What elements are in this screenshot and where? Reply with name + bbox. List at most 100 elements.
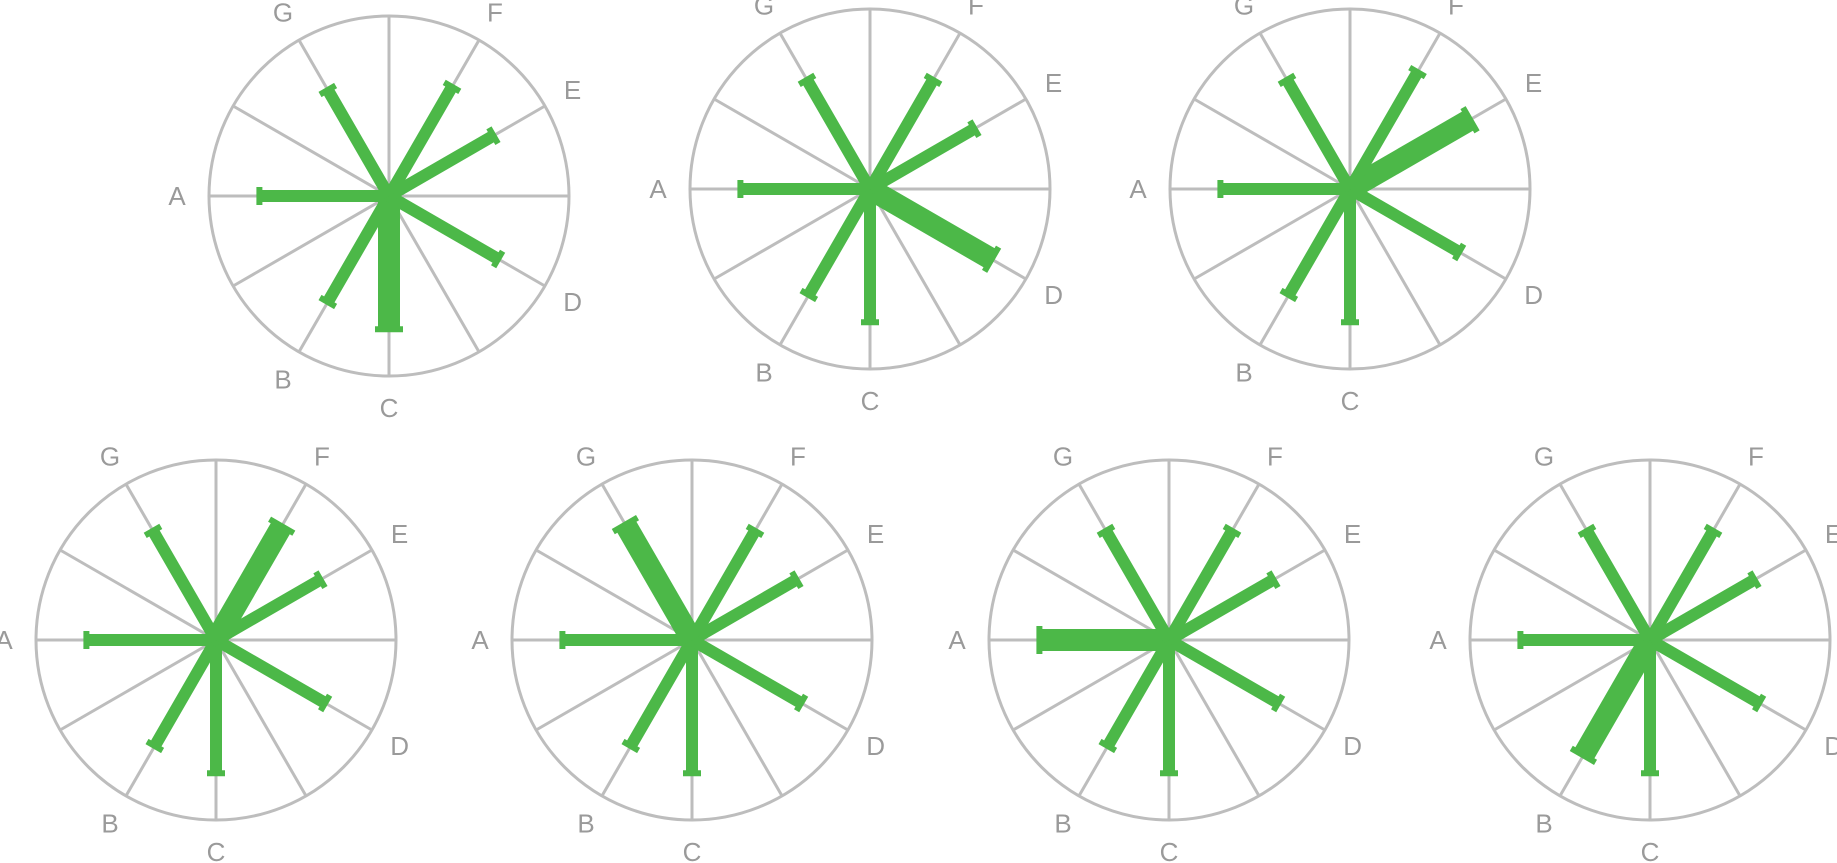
grid-spoke: [1648, 639, 1742, 797]
grid-spoke: [59, 638, 217, 732]
bar-g: [1581, 527, 1656, 643]
axis-label-a: A: [1129, 174, 1147, 204]
bar-cap-d: [491, 249, 506, 269]
bar-f: [1644, 527, 1719, 643]
bar-e: [867, 123, 978, 195]
bar-cap-b: [621, 738, 641, 754]
grid-spoke: [1348, 188, 1442, 346]
axis-label-c: C: [683, 837, 702, 863]
axis-label-f: F: [1267, 441, 1283, 471]
axis-label-b: B: [274, 365, 291, 395]
bar-cap-g: [1277, 72, 1297, 87]
axis-label-g: G: [1053, 441, 1073, 471]
grid-spoke: [868, 188, 962, 346]
axis-label-c: C: [380, 393, 399, 423]
axis-label-e: E: [1525, 68, 1542, 98]
axis-label-c: C: [1160, 837, 1179, 863]
axis-label-e: E: [564, 75, 581, 105]
grid-spoke: [59, 548, 217, 642]
bar-cap-b: [318, 294, 338, 310]
bar-cap-g: [797, 72, 817, 87]
bar-cap-d: [1752, 693, 1767, 713]
bar-cap-g: [611, 515, 640, 535]
bar-b: [625, 636, 698, 750]
grid-spoke: [1193, 187, 1351, 281]
axis-label-g: G: [576, 441, 596, 471]
bar-e: [1165, 574, 1277, 646]
axis-label-b: B: [1535, 809, 1552, 839]
axis-label-a: A: [0, 625, 13, 655]
glyph-2: A B C D E F G: [649, 0, 1063, 416]
grid-spoke: [214, 639, 308, 797]
bar-f: [864, 76, 939, 192]
bar-cap-b: [1098, 738, 1118, 754]
axis-label-b: B: [755, 358, 772, 388]
bar-cap-f: [1222, 523, 1242, 538]
bar-d: [1346, 183, 1463, 258]
bar-b: [1283, 186, 1356, 299]
bar-cap-f: [1408, 64, 1427, 80]
axis-label-a: A: [1429, 625, 1447, 655]
axis-label-f: F: [968, 0, 984, 20]
bar-f: [383, 83, 458, 199]
bar-e: [1344, 110, 1476, 199]
axis-label-f: F: [790, 441, 806, 471]
bar-g: [1100, 527, 1175, 643]
axis-label-f: F: [487, 0, 503, 27]
axis-label-f: F: [1448, 0, 1464, 20]
axis-label-a: A: [471, 625, 489, 655]
bar-g: [322, 86, 395, 200]
bar-cap-b: [1569, 745, 1598, 765]
axis-label-d: D: [1343, 731, 1362, 761]
bar-cap-g: [1577, 523, 1597, 538]
grid-spoke: [713, 187, 871, 281]
grid-spoke: [387, 195, 481, 353]
bar-cap-e: [1747, 570, 1762, 589]
axis-label-b: B: [1054, 809, 1071, 839]
axis-label-c: C: [207, 837, 226, 863]
bar-g: [801, 76, 876, 192]
axis-label-a: A: [948, 625, 966, 655]
bar-g: [1281, 76, 1356, 192]
bar-cap-b: [1279, 287, 1299, 303]
glyph-5: A B C D E F G: [471, 441, 885, 863]
bar-cap-f: [268, 516, 296, 536]
bar-d: [1165, 634, 1282, 709]
glyph-4: A B C D E F G: [0, 441, 409, 863]
axis-label-a: A: [649, 174, 667, 204]
bar-cap-g: [1096, 523, 1116, 538]
axis-label-e: E: [1344, 519, 1361, 549]
bar-cap-d: [981, 245, 1002, 273]
grid-spoke: [1493, 548, 1651, 642]
bar-f: [1344, 69, 1423, 193]
bar-cap-e: [1266, 570, 1281, 589]
grid-spoke: [713, 97, 871, 191]
bar-b: [1102, 637, 1175, 750]
bar-cap-g: [143, 523, 163, 538]
bar-d: [864, 179, 998, 269]
axis-label-d: D: [390, 731, 409, 761]
axis-label-f: F: [1748, 441, 1764, 471]
bar-cap-e: [1460, 106, 1480, 134]
bar-cap-f: [745, 523, 765, 538]
axis-label-g: G: [754, 0, 774, 20]
bar-d: [1646, 634, 1763, 709]
bar-f: [1163, 527, 1238, 643]
axis-label-b: B: [101, 809, 118, 839]
bar-cap-d: [1271, 693, 1286, 713]
bar-cap-d: [318, 693, 333, 713]
glyph-1: A B C D E F G: [168, 0, 582, 423]
bar-cap-e: [486, 126, 501, 145]
bar-cap-d: [794, 693, 809, 713]
bar-cap-b: [799, 287, 819, 303]
axis-label-c: C: [1641, 837, 1660, 863]
axis-label-g: G: [273, 0, 293, 27]
axis-label-d: D: [866, 731, 885, 761]
bar-g: [147, 527, 222, 643]
grid-spoke: [232, 194, 390, 288]
bar-cap-f: [442, 79, 462, 94]
axis-label-c: C: [861, 386, 880, 416]
bar-e: [385, 130, 497, 202]
bar-cap-f: [1703, 523, 1723, 538]
